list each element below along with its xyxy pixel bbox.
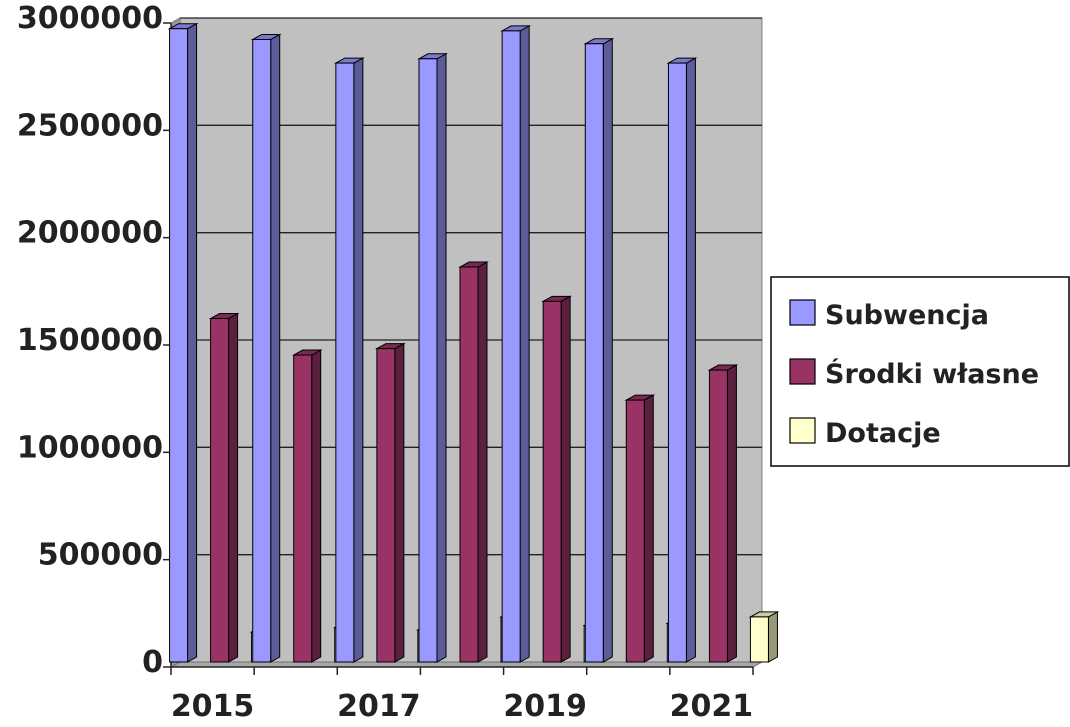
y-tick-label: 1000000 bbox=[17, 430, 163, 465]
bar bbox=[291, 349, 323, 663]
legend-label: Dotacje bbox=[825, 418, 941, 449]
legend-swatch bbox=[789, 299, 816, 326]
bar bbox=[748, 611, 780, 663]
bar bbox=[541, 295, 573, 663]
bar bbox=[707, 364, 739, 663]
y-tick-label: 500000 bbox=[38, 538, 163, 573]
legend-swatch bbox=[789, 417, 816, 444]
legend-box bbox=[770, 276, 1070, 467]
bar bbox=[374, 342, 406, 663]
bar bbox=[333, 57, 365, 663]
y-tick-label: 2000000 bbox=[17, 216, 163, 251]
bar bbox=[624, 394, 656, 663]
bar bbox=[167, 22, 199, 663]
x-tick-label: 2017 bbox=[337, 689, 421, 724]
x-tick-label: 2021 bbox=[670, 689, 754, 724]
y-tick-label: 0 bbox=[142, 645, 163, 680]
y-axis-ticks: 0 500000 1000000 1500000 2000000 2500000 30000… bbox=[17, 1, 171, 680]
legend-label: Subwencja bbox=[825, 300, 989, 331]
x-tick-label: 2019 bbox=[503, 689, 587, 724]
bar bbox=[666, 57, 698, 663]
bar bbox=[500, 25, 532, 663]
x-axis-ticks: 2015 2017 2019 2021 bbox=[170, 667, 754, 724]
bar bbox=[458, 261, 489, 663]
bars bbox=[167, 22, 780, 663]
legend: Subwencja Środki własne Dotacje bbox=[770, 276, 1070, 467]
y-tick-label: 3000000 bbox=[17, 1, 163, 36]
y-tick-label: 1500000 bbox=[17, 323, 163, 358]
y-tick-label: 2500000 bbox=[17, 108, 163, 143]
bar bbox=[583, 37, 615, 663]
bar bbox=[250, 33, 282, 663]
x-tick-label: 2015 bbox=[171, 689, 255, 724]
legend-swatch bbox=[789, 358, 816, 385]
legend-label: Środki własne bbox=[825, 358, 1039, 390]
bar bbox=[417, 52, 448, 663]
bar bbox=[208, 312, 240, 663]
